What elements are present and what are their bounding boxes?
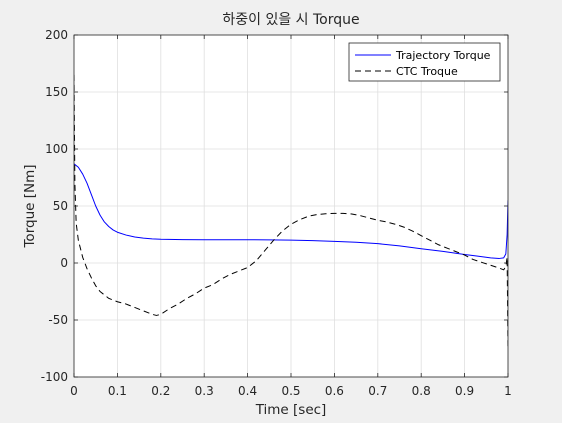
y-tick-label: 150 — [45, 85, 68, 99]
legend-box — [348, 42, 501, 82]
x-tick-label: 1 — [504, 384, 512, 398]
x-tick-label: 0.8 — [412, 384, 431, 398]
legend-label-trajectory-torque: Trajectory Torque — [395, 49, 491, 62]
y-tick-label: 200 — [45, 28, 68, 42]
x-tick-label: 0.3 — [195, 384, 214, 398]
x-tick-label: 0.5 — [281, 384, 300, 398]
y-tick-label: -50 — [48, 313, 68, 327]
y-tick-label: 100 — [45, 142, 68, 156]
y-tick-label: 0 — [60, 256, 68, 270]
series-layer — [74, 74, 508, 349]
x-tick-labels: 0 0.1 0.2 0.3 0.4 0.5 0.6 0.7 0.8 0.9 1 — [70, 384, 512, 398]
y-tick-labels: -100 -50 0 50 100 150 200 — [41, 28, 68, 384]
y-tick-label: -100 — [41, 370, 68, 384]
x-tick-label: 0.9 — [455, 384, 474, 398]
x-tick-label: 0.4 — [238, 384, 257, 398]
tick-marks — [73, 34, 509, 378]
y-tick-label: 50 — [53, 199, 68, 213]
chart-title: 하중이 있을 시 Torque — [222, 12, 359, 28]
y-axis-title: Torque [Nm] — [22, 164, 38, 248]
x-tick-label: 0.2 — [151, 384, 170, 398]
x-tick-label: 0.6 — [325, 384, 344, 398]
series-line-trajectory-torque — [74, 163, 508, 259]
x-axis-title: Time [sec] — [255, 402, 327, 418]
x-tick-label: 0.1 — [108, 384, 127, 398]
x-tick-label: 0 — [70, 384, 78, 398]
x-tick-label: 0.7 — [368, 384, 387, 398]
legend: Trajectory Torque CTC Troque — [348, 42, 501, 82]
series-line-ctc-troque — [74, 74, 508, 349]
legend-label-ctc-troque: CTC Troque — [396, 65, 458, 78]
